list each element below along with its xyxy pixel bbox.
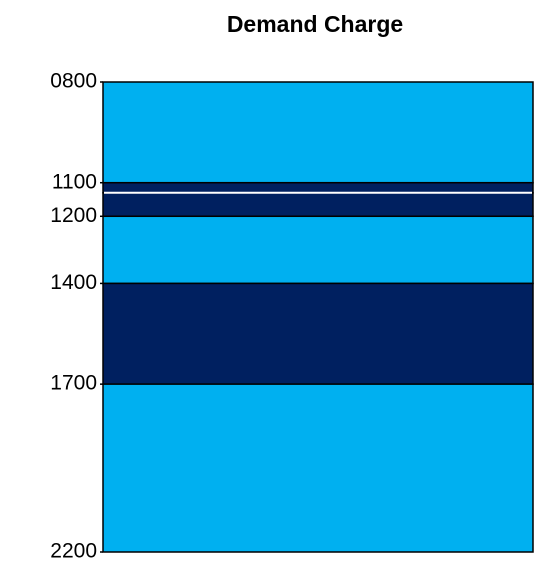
time-band [102,192,534,218]
y-tick-label: 0800 [50,70,97,93]
y-tick-label: 2200 [50,540,97,563]
y-tick-label: 1100 [52,170,97,193]
y-tick-label: 1700 [50,372,97,395]
time-band [102,383,534,553]
time-band [102,81,534,184]
time-band [102,181,534,194]
y-tick-label: 1200 [50,204,97,227]
time-band [102,215,534,285]
time-band [102,282,534,385]
chart-title: Demand Charge [227,11,403,37]
y-tick-label: 1400 [50,271,97,294]
